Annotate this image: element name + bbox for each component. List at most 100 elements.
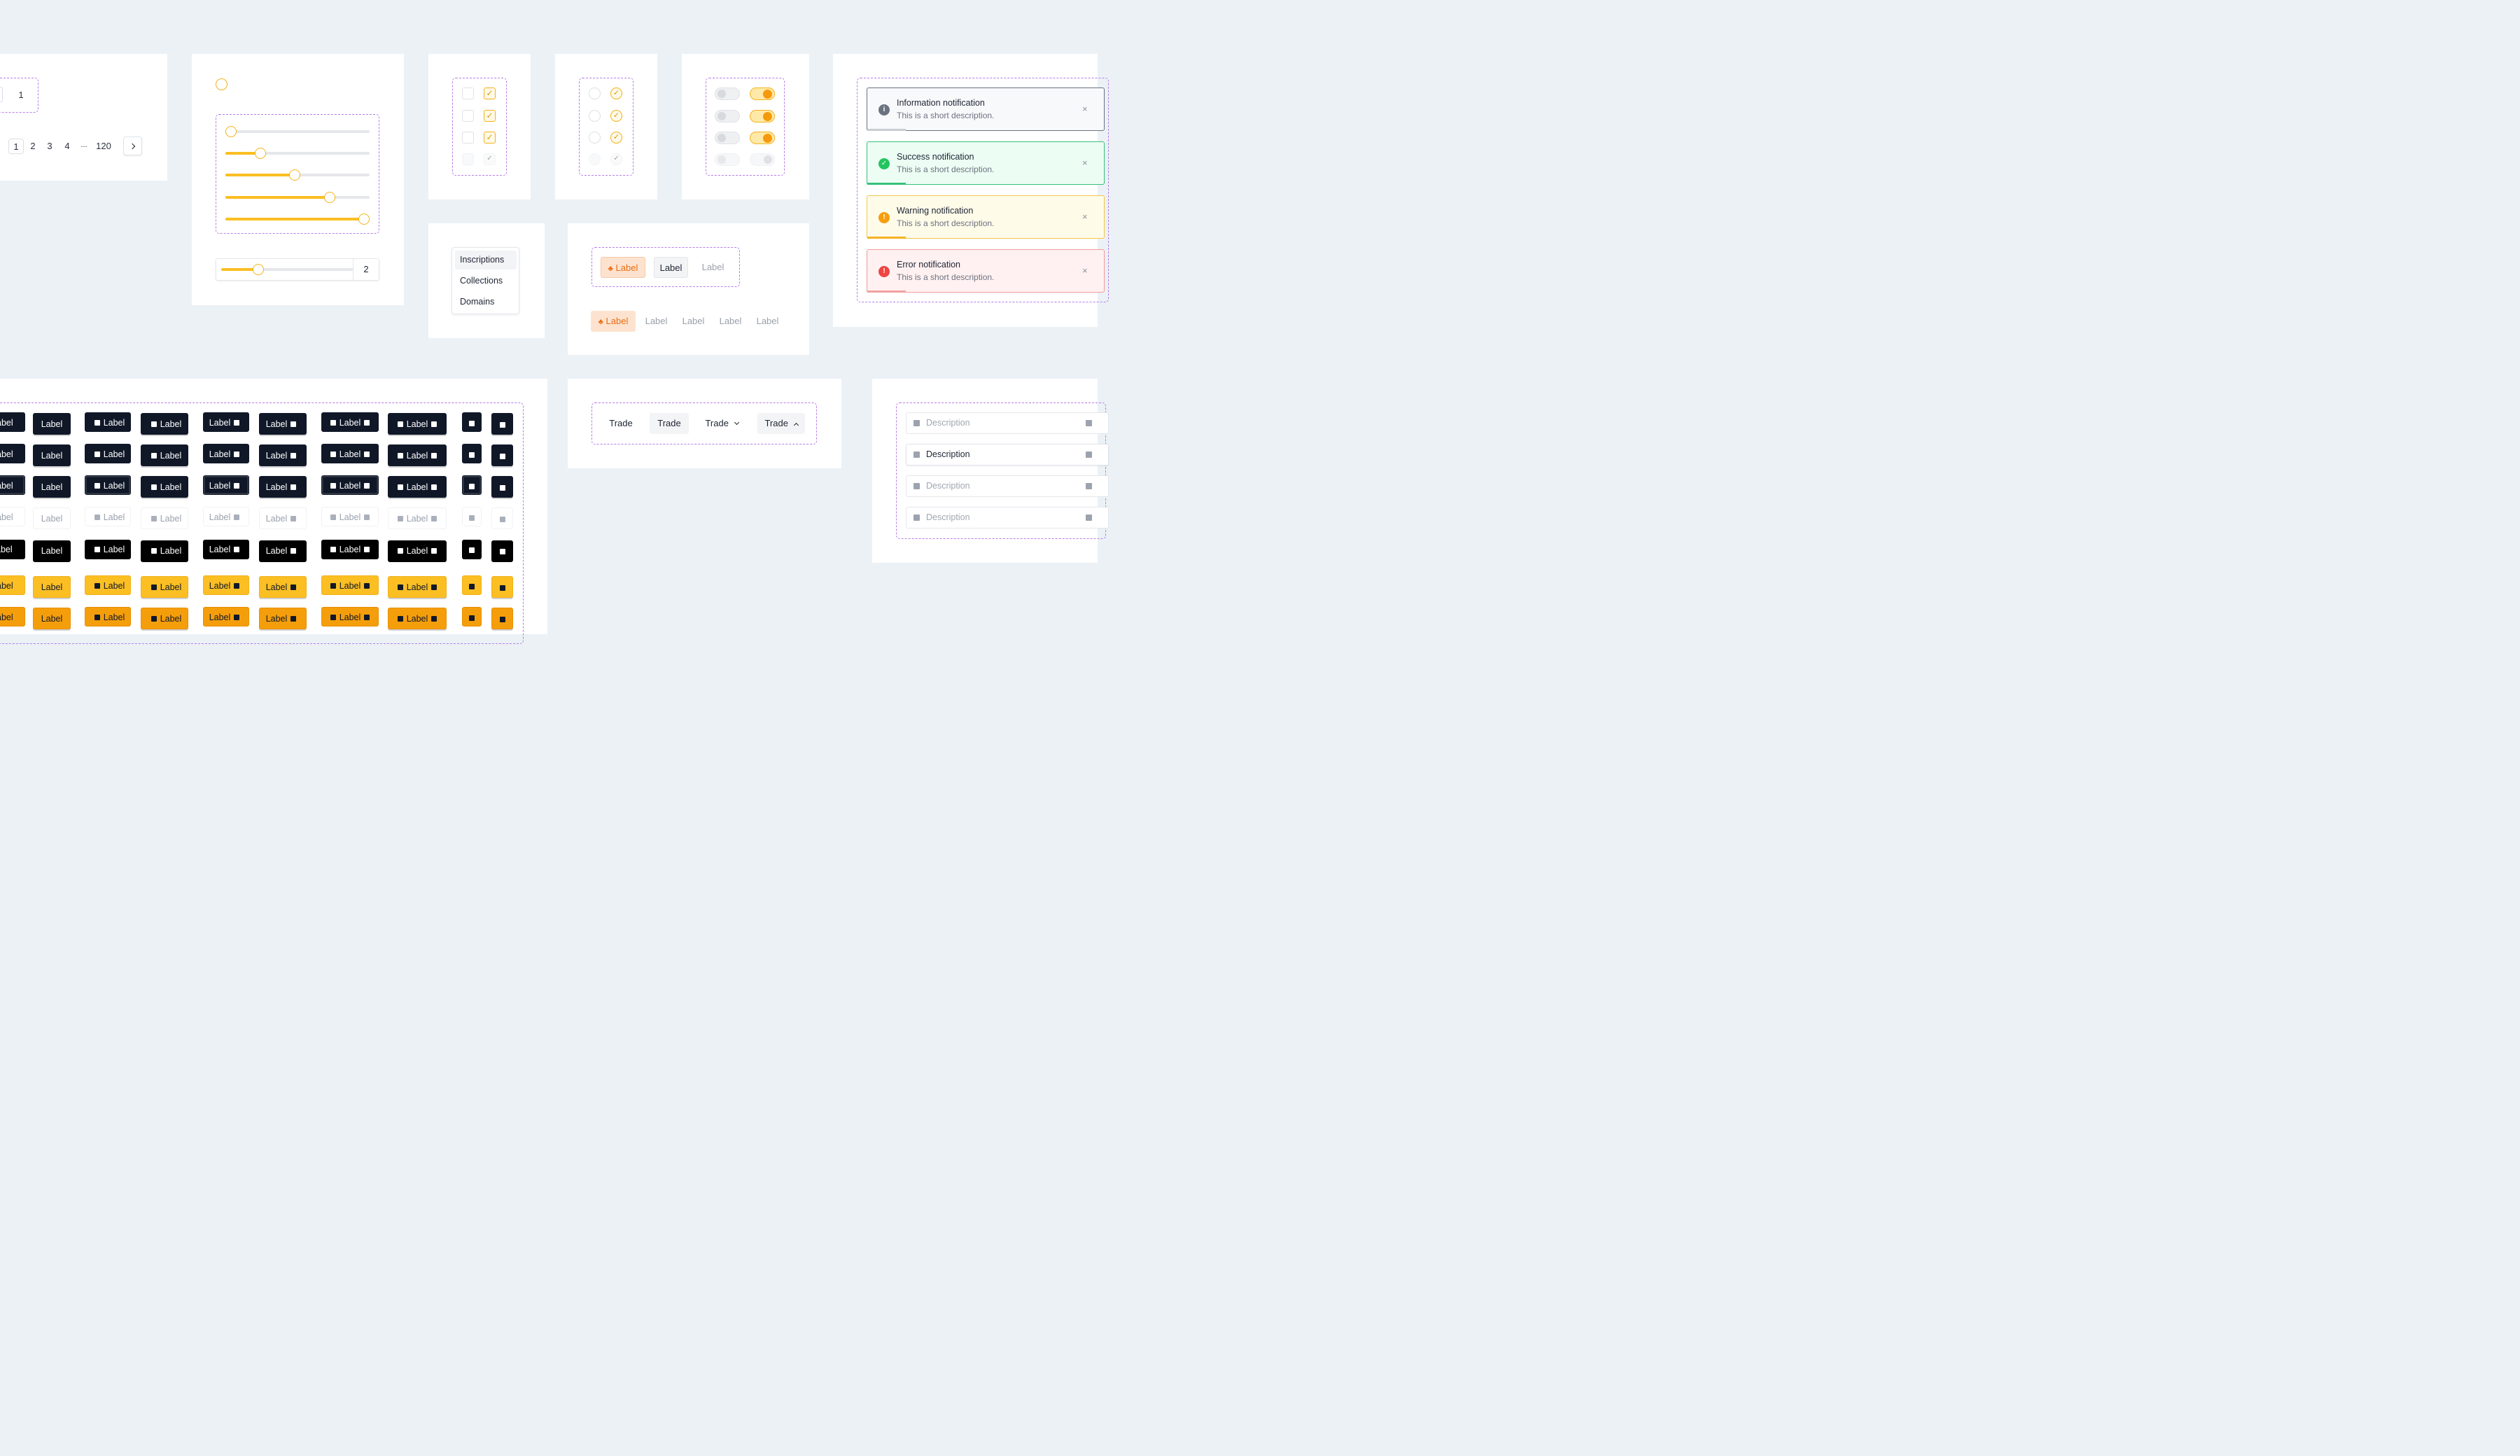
label-button[interactable]: Label (33, 576, 71, 598)
label-button-trailing-icon[interactable]: Label (203, 412, 250, 433)
slider-knob[interactable] (323, 192, 335, 204)
label-button-leading-icon[interactable]: Label (141, 507, 189, 530)
trade-tab-dropdown-open[interactable]: Trade (757, 413, 806, 435)
label-button-both-icons[interactable]: Label (321, 575, 379, 596)
menu-item-collections[interactable]: Collections (460, 276, 503, 286)
label-button-trailing-icon[interactable]: Label (203, 575, 250, 596)
label-button-both-icons[interactable]: Label (388, 507, 447, 530)
checkbox-checked[interactable]: ✓ (484, 88, 496, 100)
label-tab[interactable]: Label (682, 316, 705, 327)
checkbox-checked[interactable]: ✓ (484, 110, 496, 122)
label-button-partial[interactable]: abel (0, 475, 26, 496)
slider-knob[interactable] (225, 126, 237, 138)
label-tab-active-fire[interactable]: ♣ Label (591, 311, 636, 332)
radio-unselected[interactable] (589, 110, 601, 122)
radio-selected[interactable]: ✓ (610, 88, 623, 100)
radio-selected[interactable]: ✓ (610, 110, 623, 122)
toggle-on[interactable] (750, 132, 776, 145)
close-icon[interactable]: × (1082, 265, 1088, 276)
label-button-leading-icon[interactable]: Label (85, 607, 132, 627)
menu-item-domains[interactable]: Domains (460, 297, 495, 307)
trade-tab[interactable]: Trade (609, 418, 633, 429)
page-number-single[interactable]: 1 (18, 90, 24, 101)
icon-button[interactable] (491, 507, 514, 530)
icon-button[interactable] (462, 507, 482, 527)
label-button-leading-icon[interactable]: Label (85, 540, 132, 560)
icon-button[interactable] (462, 607, 482, 627)
radio-unselected[interactable] (589, 88, 601, 100)
label-button[interactable]: Label (33, 413, 71, 435)
icon-button[interactable] (491, 413, 514, 435)
toggle-on[interactable] (750, 110, 776, 123)
label-tab[interactable]: Label (701, 262, 724, 273)
label-button-both-icons[interactable]: Label (388, 540, 447, 563)
label-button-leading-icon[interactable]: Label (141, 576, 189, 598)
page-number-4[interactable]: 4 (64, 141, 70, 152)
icon-button[interactable] (462, 444, 482, 464)
slider-track[interactable] (225, 218, 370, 221)
label-button-partial[interactable]: abel (0, 540, 26, 560)
label-button-leading-icon[interactable]: Label (85, 475, 132, 496)
label-tab-selected[interactable]: Label (654, 257, 689, 279)
trade-tab-dropdown[interactable]: Trade (699, 413, 745, 434)
label-tab[interactable]: Label (719, 316, 742, 327)
label-button[interactable]: Label (33, 608, 71, 630)
icon-button[interactable] (462, 475, 482, 496)
select-field[interactable]: Description (906, 444, 1110, 466)
label-button-partial[interactable]: abel (0, 412, 26, 433)
toggle-off[interactable] (715, 110, 741, 123)
label-button-leading-icon[interactable]: Label (141, 444, 189, 467)
label-button-both-icons[interactable]: Label (321, 607, 379, 627)
page-number-120[interactable]: 120 (96, 141, 111, 152)
checkbox-checked[interactable]: ✓ (484, 132, 496, 144)
label-button-trailing-icon[interactable]: Label (259, 576, 307, 598)
icon-button[interactable] (491, 608, 514, 630)
label-tab[interactable]: Label (756, 316, 779, 327)
slider-track[interactable] (225, 152, 370, 155)
toggle-on[interactable] (750, 88, 776, 101)
label-button-leading-icon[interactable]: Label (141, 540, 189, 563)
label-button-partial[interactable]: abel (0, 444, 26, 464)
close-icon[interactable]: × (1082, 158, 1088, 169)
page-number-3[interactable]: 3 (47, 141, 52, 152)
label-button-both-icons[interactable]: Label (388, 608, 447, 630)
label-button-both-icons[interactable]: Label (388, 576, 447, 598)
radio-selected[interactable]: ✓ (610, 132, 623, 144)
label-button-trailing-icon[interactable]: Label (259, 413, 307, 435)
icon-button[interactable] (462, 412, 482, 433)
radio-unselected[interactable] (589, 132, 601, 144)
label-button-both-icons[interactable]: Label (388, 413, 447, 435)
select-field[interactable]: Description (906, 507, 1110, 529)
checkbox-unchecked[interactable] (462, 88, 475, 100)
label-button-trailing-icon[interactable]: Label (203, 540, 250, 560)
label-button-leading-icon[interactable]: Label (141, 413, 189, 435)
label-tab[interactable]: Label (645, 316, 668, 327)
slider-track[interactable] (225, 130, 370, 134)
label-button-leading-icon[interactable]: Label (85, 412, 132, 433)
label-button-leading-icon[interactable]: Label (85, 444, 132, 464)
icon-button[interactable] (491, 576, 514, 598)
label-button-trailing-icon[interactable]: Label (203, 444, 250, 464)
slider-radio-indicator[interactable] (216, 78, 228, 91)
slider-knob[interactable] (254, 148, 266, 160)
page-number-1[interactable]: 1 (8, 139, 24, 155)
slider-input-track[interactable] (221, 268, 354, 272)
page-number-2[interactable]: 2 (30, 141, 36, 152)
slider-input-knob[interactable] (253, 264, 265, 276)
label-button-both-icons[interactable]: Label (321, 507, 379, 527)
label-button-partial[interactable]: abel (0, 575, 26, 596)
label-button-leading-icon[interactable]: Label (141, 476, 189, 498)
close-icon[interactable]: × (1082, 104, 1088, 115)
icon-button[interactable] (491, 444, 514, 467)
menu-item-inscriptions[interactable]: Inscriptions (460, 255, 505, 265)
label-button[interactable]: Label (33, 540, 71, 563)
label-button-leading-icon[interactable]: Label (141, 608, 189, 630)
label-button-trailing-icon[interactable]: Label (203, 507, 250, 527)
select-field[interactable]: Description (906, 412, 1110, 435)
label-tab-active-fire[interactable]: ♣ Label (601, 257, 646, 279)
label-button-trailing-icon[interactable]: Label (259, 608, 307, 630)
checkbox-unchecked[interactable] (462, 132, 475, 144)
slider-knob[interactable] (289, 169, 301, 181)
next-page-button[interactable] (123, 136, 143, 156)
icon-button[interactable] (491, 476, 514, 498)
